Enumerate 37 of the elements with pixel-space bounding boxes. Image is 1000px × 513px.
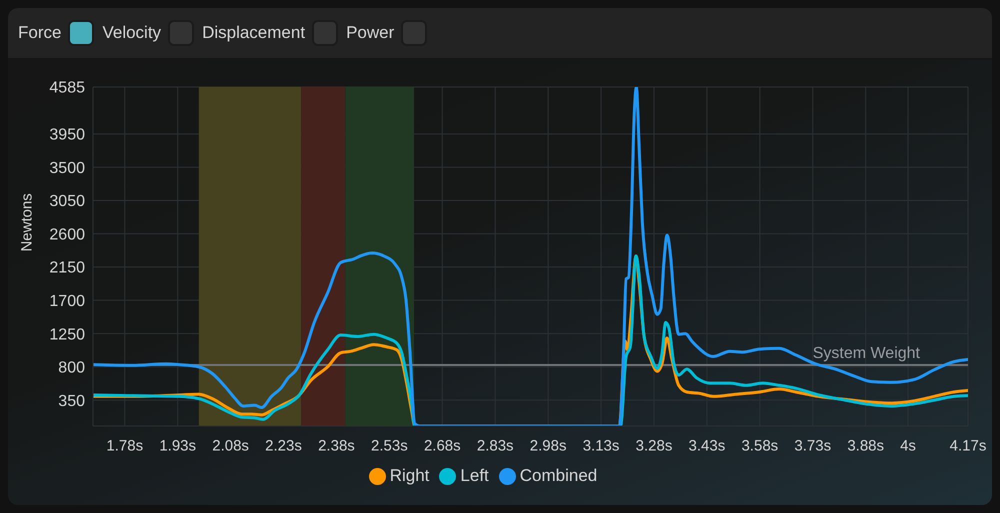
x-tick-label: 2.68s	[424, 438, 461, 455]
x-tick-label: 4.17s	[950, 438, 986, 455]
text: Velocity	[102, 23, 162, 43]
x-tick-label: 2.53s	[371, 438, 408, 455]
text: Force	[18, 23, 62, 43]
y-axis-title: Newtons	[18, 193, 36, 252]
x-tick-label: 1.78s	[106, 438, 144, 455]
y-tick-label: 2600	[49, 226, 86, 244]
x-tick-label: 2.83s	[476, 438, 514, 455]
x-tick-label: 2.23s	[265, 438, 302, 455]
x-tick-label: 3.88s	[847, 438, 884, 455]
y-tick-label: 4585	[49, 80, 86, 97]
y-tick-label: 3950	[49, 126, 86, 144]
y-tick-label: 3500	[49, 160, 86, 177]
y-tick-label: 1250	[49, 326, 86, 344]
x-tick-label: 3.43s	[688, 438, 726, 455]
y-tick-label: 350	[58, 392, 86, 410]
x-tick-label: 3.58s	[741, 438, 778, 455]
x-tick-label: 2.08s	[212, 438, 249, 455]
line-series	[93, 87, 968, 426]
x-tick-label: 2.98s	[530, 438, 566, 455]
legend-label: Combined	[520, 466, 598, 485]
x-tick-label: 2.38s	[318, 438, 355, 455]
text: Power	[346, 23, 394, 43]
ref-line-label: System Weight	[812, 345, 921, 362]
y-tick-label: 3050	[49, 193, 86, 210]
y-tick-label: 2150	[49, 260, 86, 277]
x-tick-label: 3.28s	[636, 438, 672, 455]
legend-label: Right	[390, 466, 430, 485]
x-tick-label: 4s	[900, 438, 916, 455]
y-tick-label: 800	[58, 360, 86, 377]
x-tick-label: 1.93s	[159, 438, 196, 455]
text: Displacement	[202, 23, 306, 43]
legend-label: Left	[460, 466, 489, 485]
y-tick-label: 1700	[49, 292, 86, 310]
x-tick-label: 3.73s	[794, 438, 832, 455]
x-tick-label: 3.13s	[582, 438, 620, 455]
